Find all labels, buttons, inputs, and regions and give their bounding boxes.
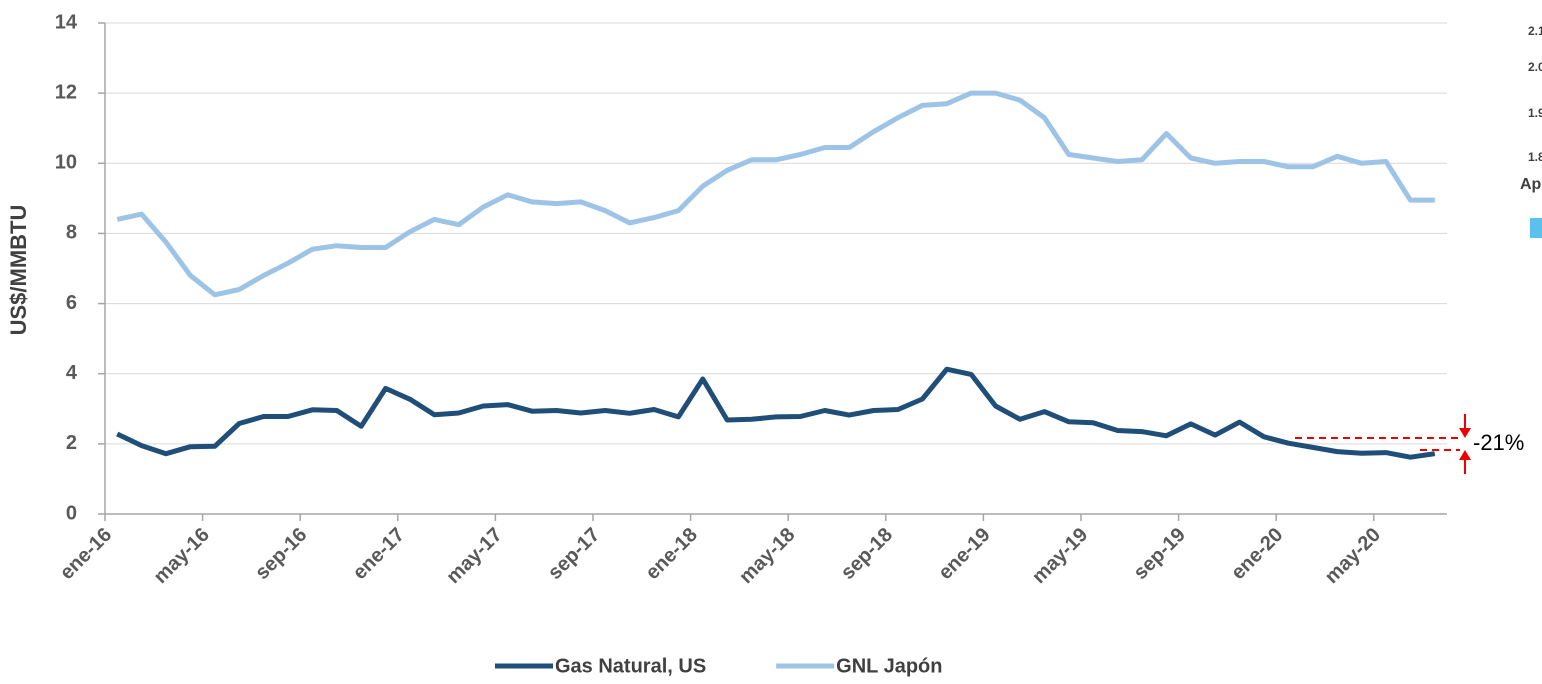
x-tick-label: may-19 (1028, 524, 1092, 588)
y-tick-label: 8 (66, 222, 77, 244)
x-tick-label: may-17 (442, 524, 506, 588)
y-tick-label: 10 (55, 152, 77, 174)
legend-label: GNL Japón (836, 655, 942, 677)
x-tick-label: may-20 (1321, 524, 1385, 588)
x-tick-label: sep-18 (837, 524, 897, 584)
y-tick-label: 14 (55, 11, 78, 33)
x-tick-label: may-16 (150, 524, 214, 588)
annotation-arrow-head (1459, 428, 1471, 438)
y-tick-label: 6 (66, 292, 77, 314)
series-line (116, 90, 1435, 298)
side-icon (1530, 218, 1542, 238)
x-tick-label: ene-20 (1227, 524, 1287, 584)
side-fragment: 1.8 (1528, 150, 1542, 164)
x-tick-label: ene-18 (642, 524, 702, 584)
side-fragment: 2.1 (1528, 24, 1542, 38)
x-tick-label: ene-19 (934, 524, 994, 584)
annotation: -21% (1473, 430, 1524, 455)
x-tick-label: sep-19 (1130, 524, 1190, 584)
x-tick-label: may-18 (735, 524, 799, 588)
annotation-arrow-head (1459, 450, 1471, 460)
y-tick-label: 12 (55, 81, 77, 103)
y-tick-label: 2 (66, 432, 77, 454)
legend-label: Gas Natural, US (555, 655, 706, 677)
y-tick-label: 0 (66, 502, 77, 524)
y-axis-label: US$/MMBTU (6, 205, 31, 336)
series-line (116, 366, 1436, 460)
x-tick-label: ene-16 (56, 524, 116, 584)
side-fragment: 2.0 (1528, 60, 1542, 74)
x-tick-label: ene-17 (349, 524, 409, 584)
side-fragment: Ap (1520, 176, 1542, 193)
x-tick-label: sep-17 (544, 524, 604, 584)
y-tick-label: 4 (66, 362, 78, 384)
x-tick-label: sep-16 (251, 524, 311, 584)
annotation-marks (1295, 414, 1471, 474)
side-fragment: 1.9 (1528, 106, 1542, 120)
